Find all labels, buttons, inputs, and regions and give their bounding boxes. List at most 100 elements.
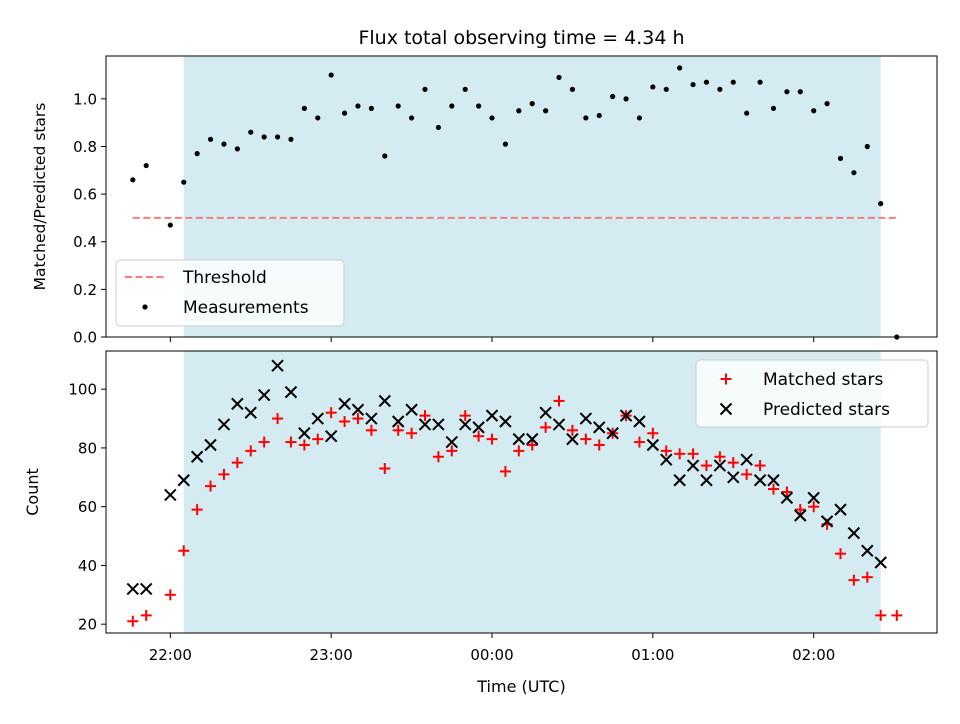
ratio-y-tick-label: 0.4 — [73, 233, 97, 251]
measurement-point — [650, 84, 656, 90]
matched-star-point — [164, 589, 176, 601]
measurement-point — [596, 112, 602, 119]
count-y-tick-label: 40 — [78, 557, 97, 575]
matched-star-point — [325, 407, 337, 419]
matched-star-point — [580, 433, 592, 445]
x-mark-b — [719, 402, 733, 416]
x-mark-b — [566, 432, 579, 446]
legend-matched-label: Matched stars — [763, 370, 883, 390]
measurement-point — [677, 65, 683, 71]
predicted-star-point — [646, 438, 660, 452]
matched-star-point — [808, 501, 820, 513]
measurement-point — [717, 86, 723, 92]
legend-measurements-swatch — [142, 304, 148, 310]
predicted-star-point — [847, 526, 861, 540]
matched-star-point — [298, 439, 310, 451]
predicted-star-point — [700, 474, 713, 487]
matched-star-point — [178, 545, 190, 557]
predicted-star-point — [713, 459, 727, 472]
matched-star-point — [674, 448, 686, 460]
ratio-y-tick-label: 1.0 — [73, 90, 97, 108]
predicted-star-point — [391, 415, 405, 428]
predicted-star-point — [217, 418, 231, 431]
x-mark-b — [834, 503, 847, 516]
measurement-point — [663, 86, 669, 92]
measurement-point — [315, 115, 321, 121]
measurement-point — [449, 103, 455, 109]
x-mark-b — [512, 432, 526, 446]
matched-star-point — [727, 457, 739, 469]
predicted-star-point — [257, 388, 271, 402]
predicted-star-point — [807, 491, 820, 505]
matched-star-point — [272, 413, 284, 425]
measurement-point — [288, 136, 294, 142]
measurement-point — [422, 86, 428, 92]
matched-star-point — [473, 430, 485, 442]
legend-threshold-label: Threshold — [182, 268, 267, 288]
predicted-star-point — [512, 432, 526, 446]
matched-star-point — [419, 410, 431, 422]
predicted-star-point — [686, 459, 700, 472]
x-mark-b — [633, 415, 646, 428]
matched-star-point — [647, 427, 659, 439]
count-legend-box — [695, 359, 929, 428]
x-mark-b — [140, 582, 153, 596]
x-mark-b — [660, 453, 673, 466]
ratio-legend: Threshold Measurements — [115, 259, 345, 327]
predicted-star-point — [753, 474, 767, 487]
ratio-y-tick-label: 0.2 — [73, 281, 97, 299]
measurement-point — [207, 136, 214, 142]
predicted-star-point — [378, 394, 391, 408]
predicted-star-point — [126, 582, 140, 596]
predicted-star-point — [539, 406, 552, 419]
legend-predicted-label: Predicted stars — [763, 400, 890, 420]
x-mark-b — [767, 474, 780, 487]
count-y-tick-label: 100 — [68, 381, 97, 399]
matched-star-point — [245, 445, 257, 457]
predicted-star-point — [794, 509, 807, 522]
predicted-star-point — [579, 412, 593, 425]
measurement-point — [408, 115, 415, 121]
measurement-point — [610, 93, 616, 100]
measurement-point — [248, 129, 254, 135]
x-mark-b — [539, 406, 552, 419]
x-mark-b — [686, 459, 700, 472]
x-mark-b — [753, 474, 767, 487]
count-y-ticks: 20 40 60 80 100 — [68, 381, 106, 634]
chart-title: Flux total observing time = 4.34 h — [358, 27, 684, 49]
x-mark-b — [673, 474, 686, 487]
x-mark-b — [552, 418, 566, 431]
predicted-star-point — [338, 397, 351, 411]
predicted-star-point — [673, 474, 686, 487]
measurement-point — [167, 222, 173, 228]
predicted-star-point — [324, 429, 338, 443]
matched-star-point — [191, 504, 203, 516]
count-legend: Matched stars Predicted stars — [695, 359, 929, 428]
matched-star-point — [218, 468, 230, 480]
x-mark-b — [861, 544, 874, 557]
predicted-star-point — [740, 453, 753, 466]
predicted-star-point — [231, 397, 244, 411]
matched-star-point — [339, 416, 351, 427]
matched-star-point — [794, 504, 806, 516]
x-mark-b — [378, 394, 391, 408]
matched-star-point — [365, 424, 377, 436]
x-mark-b — [405, 403, 418, 416]
measurement-point — [382, 153, 388, 159]
x-mark-b — [646, 438, 660, 452]
x-mark-b — [794, 509, 807, 522]
x-axis-label: Time (UTC) — [476, 677, 565, 696]
x-mark-b — [244, 406, 257, 419]
ratio-y-tick-label: 0.6 — [73, 186, 97, 204]
matched-star-point — [446, 445, 458, 457]
predicted-star-point — [619, 409, 633, 422]
measurement-point — [502, 141, 509, 147]
x-mark-b — [231, 397, 244, 411]
predicted-star-point — [834, 503, 847, 516]
x-mark-b — [526, 432, 539, 446]
legend-x-mark — [719, 402, 733, 416]
measurement-point — [476, 103, 482, 109]
x-mark-b — [740, 453, 753, 466]
predicted-star-point — [271, 359, 284, 372]
x-mark-b — [204, 438, 217, 452]
